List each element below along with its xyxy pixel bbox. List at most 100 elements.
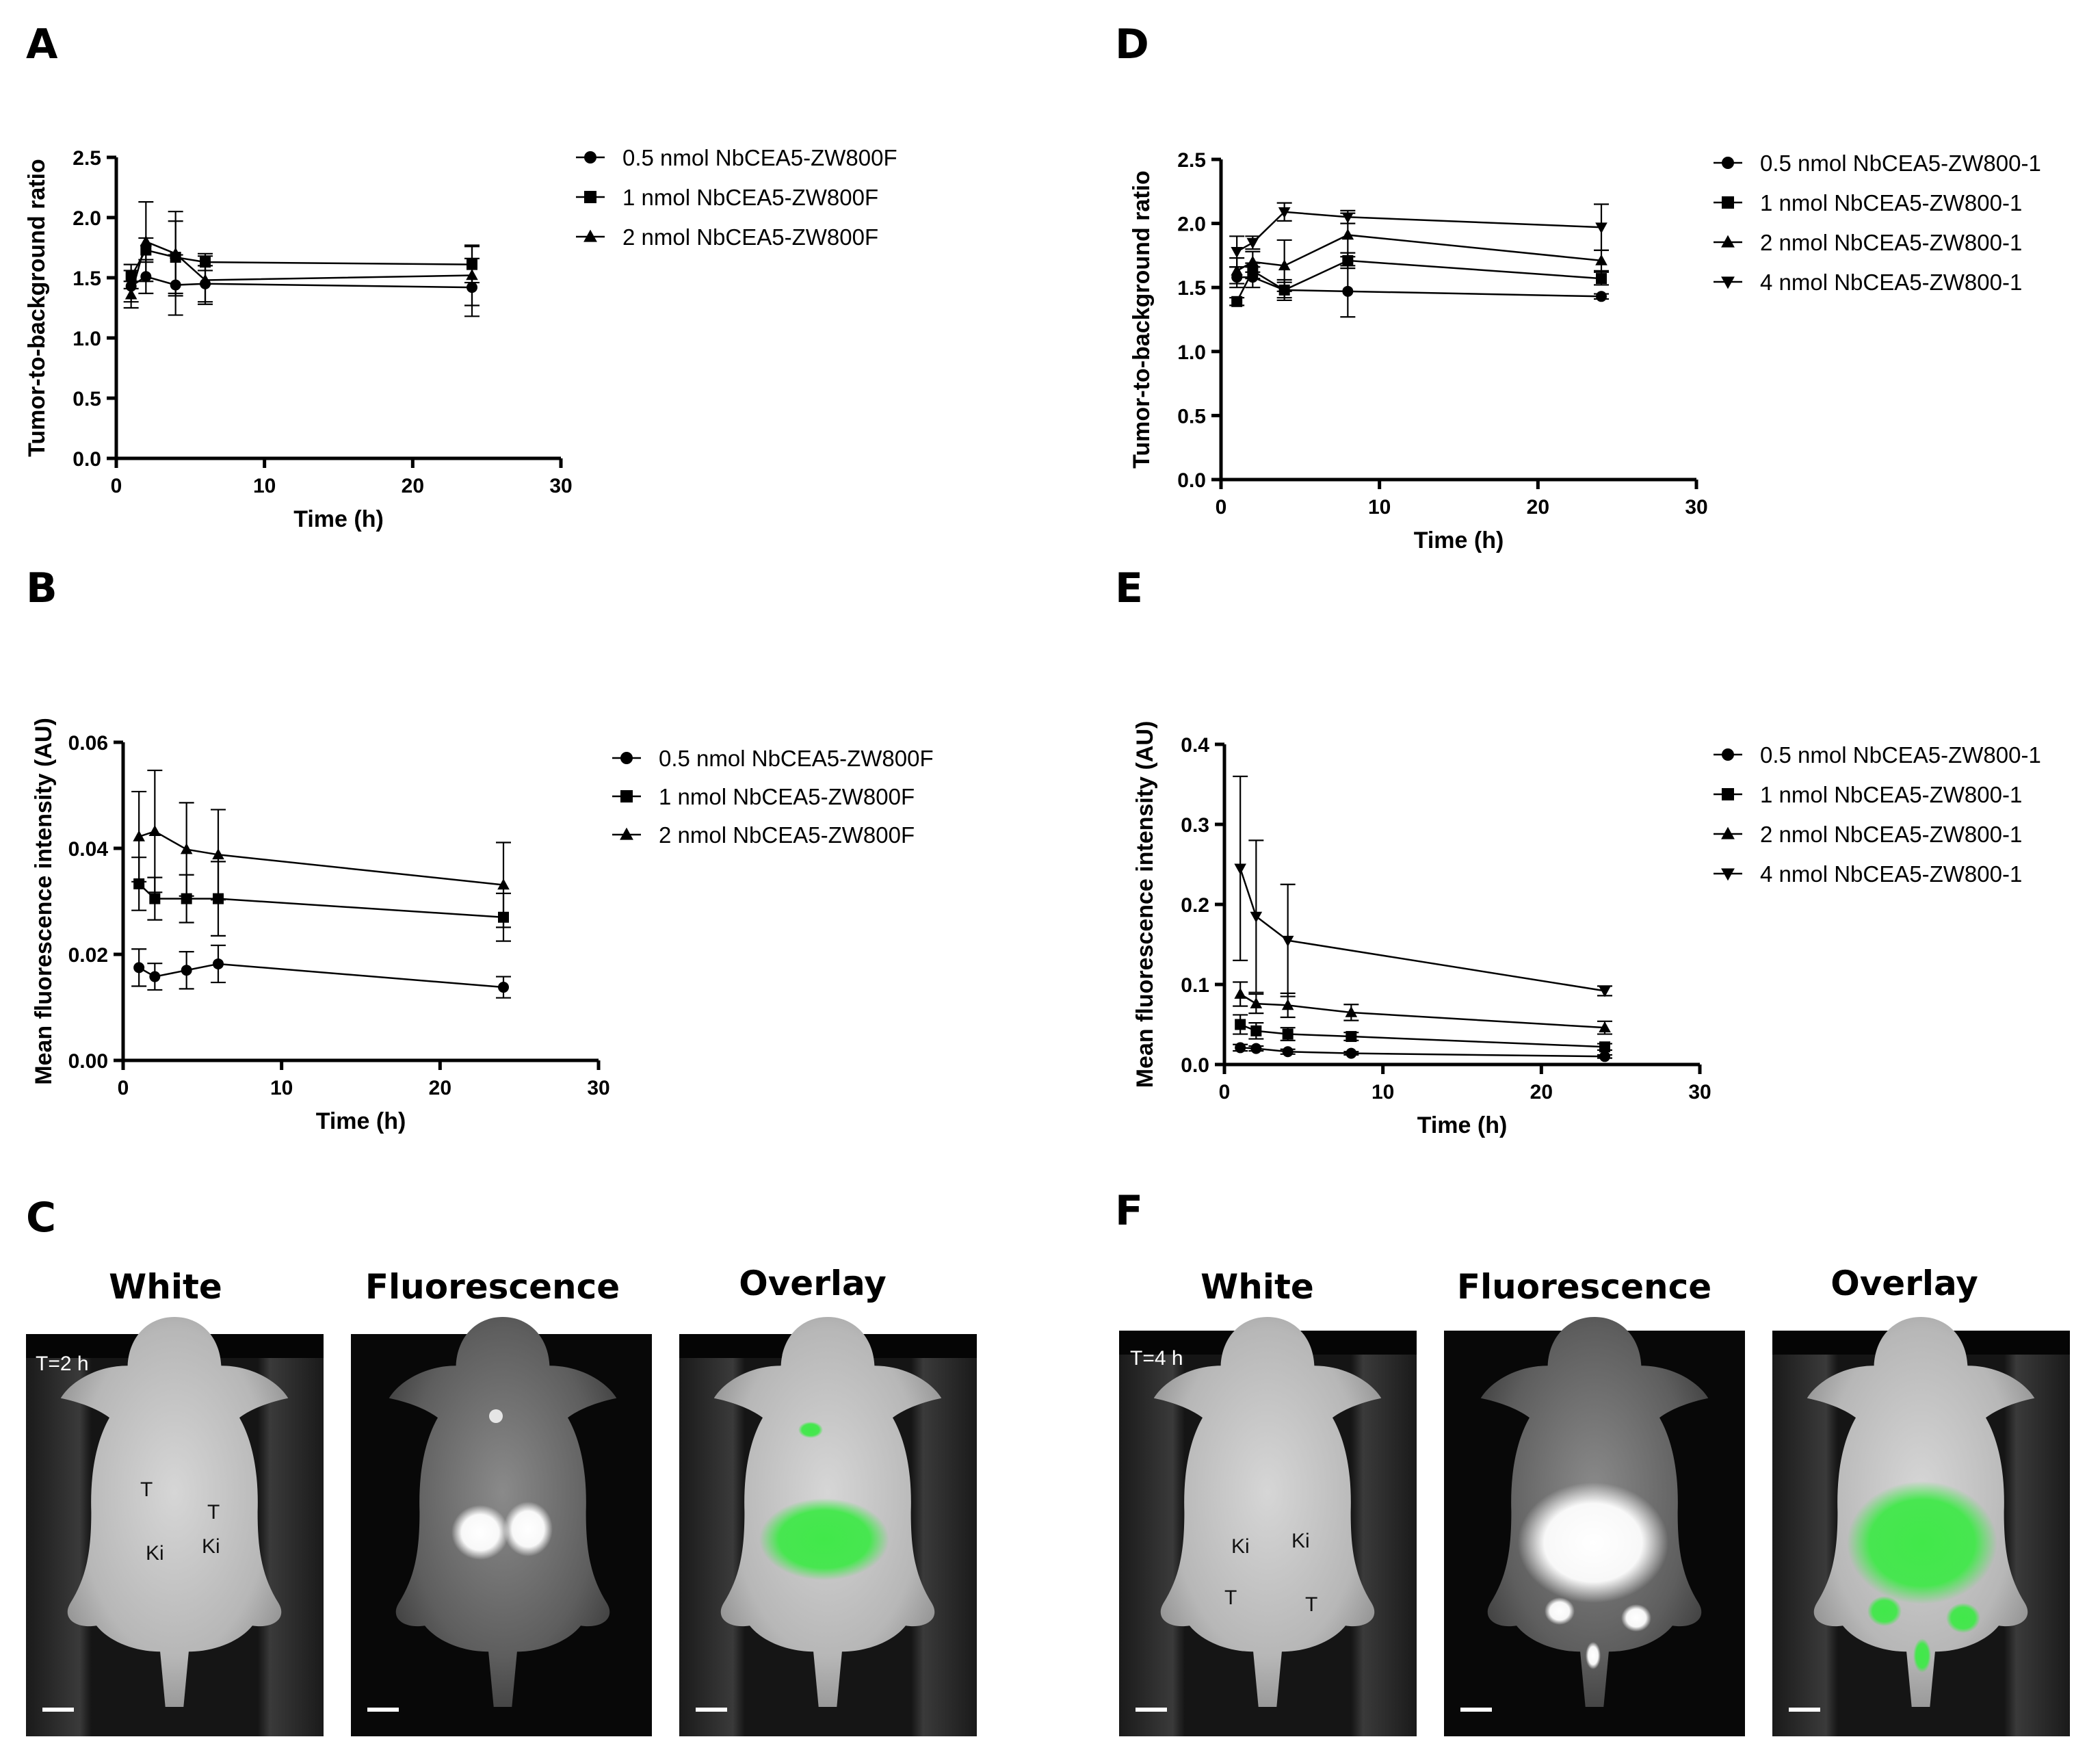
chart-b: 0.00 0.02 0.04 0.06 0 10 20 30 Time (h) Mean fluo… [31,718,934,1134]
x-tick-label-b: 20 [429,1077,451,1099]
scale-bar-f-1 [1136,1708,1167,1712]
data-point-b-0 [133,962,145,974]
data-point-d-2 [1595,254,1607,265]
x-tick-label-e: 20 [1530,1081,1553,1103]
legend-marker-d-3 [1721,276,1735,289]
data-point-e-2 [1250,997,1263,1008]
panel-letter-f: F [1115,1187,1143,1235]
data-point-d-2 [1231,264,1243,276]
legend-label-b-0: 0.5 nmol NbCEA5-ZW800F [659,746,934,771]
x-tick-label-e: 0 [1219,1081,1231,1103]
data-point-b-0 [149,971,161,982]
fluorescence-image-c [351,1317,652,1736]
data-point-b-2 [180,843,193,854]
x-tick-label-b: 10 [270,1077,293,1099]
fluorescence-image-f [1444,1317,1745,1736]
chart-a: 0.0 0.5 1.0 1.5 2.0 2.5 0 10 20 30 Time (h) Tumor-t… [24,145,897,532]
data-point-e-1 [1235,1019,1246,1030]
data-point-d-1 [1596,273,1607,285]
legend-label-d-1: 1 nmol NbCEA5-ZW800-1 [1760,190,2022,216]
x-tick-label-d: 10 [1368,496,1391,519]
scale-bar-f-3 [1789,1708,1820,1712]
time-label-f: T=4 h [1130,1347,1183,1370]
series-line-e-2 [1239,993,1605,1029]
legend-marker-b-1 [620,790,633,802]
x-axis-label-e: Time (h) [1417,1112,1508,1138]
y-tick-label-b: 0.06 [68,732,108,755]
data-point-e-3 [1250,911,1263,923]
y-tick-label-a: 1.5 [73,267,101,290]
x-tick-label-a: 30 [549,475,572,497]
data-point-d-0 [1596,291,1607,302]
y-tick-label-a: 2.0 [73,207,101,230]
series-line-b-2 [138,830,504,886]
legend-label-d-3: 4 nmol NbCEA5-ZW800-1 [1760,270,2022,295]
legend-marker-a-0 [584,151,596,164]
y-tick-label-a: 0.0 [73,448,101,471]
data-point-e-2 [1281,999,1294,1010]
y-axis-label-b: Mean fluorescence intensity (AU) [31,718,57,1085]
photo-title-white-f: White [1200,1267,1314,1307]
data-point-b-2 [148,825,161,836]
photo-title-white-c: White [109,1267,222,1307]
panel-letter-d: D [1115,21,1149,68]
data-point-d-2 [1246,255,1259,267]
kidney-label-c-2: Ki [202,1535,220,1558]
chart-e: 0.0 0.1 0.2 0.3 0.4 0 10 20 30 Time (h) Mean fluor… [1132,721,2041,1138]
data-point-d-2 [1341,228,1354,240]
chart-d: 0.0 0.5 1.0 1.5 2.0 2.5 0 10 20 30 Time (h) Tumor-t… [1129,149,2041,553]
photo-title-overlay-c: Overlay [739,1264,887,1303]
data-point-a-2 [199,274,211,285]
series-line-b-1 [138,883,504,918]
x-tick-label-a: 20 [402,475,424,497]
x-tick-label-e: 10 [1371,1081,1394,1103]
y-axis-label-a: Tumor-to-background ratio [24,159,50,457]
data-point-e-0 [1282,1046,1294,1058]
legend-label-b-2: 2 nmol NbCEA5-ZW800F [659,822,915,848]
legend-marker-a-1 [584,191,596,203]
data-point-a-2 [466,269,478,280]
y-tick-label-d: 2.5 [1177,149,1206,172]
data-point-e-3 [1599,986,1611,997]
data-point-d-3 [1341,212,1354,224]
data-point-b-2 [133,830,145,841]
white-light-image-c: T=2 h T T Ki Ki [26,1317,324,1736]
data-point-b-0 [498,982,509,993]
series-line-b-0 [138,963,504,989]
legend-marker-e-1 [1722,788,1734,800]
data-point-d-3 [1246,237,1259,249]
legend-marker-e-2 [1721,826,1735,839]
data-point-b-0 [213,958,224,969]
data-point-d-0 [1342,285,1354,297]
legend-marker-d-0 [1722,157,1734,169]
legend-label-e-1: 1 nmol NbCEA5-ZW800-1 [1760,782,2022,807]
tumor-label-f-1: T [1224,1586,1237,1609]
tumor-label-c-1: T [140,1478,153,1501]
x-tick-label-b: 30 [587,1077,609,1099]
data-point-d-3 [1231,246,1243,258]
time-label-c: T=2 h [36,1353,89,1375]
overlay-image-f [1772,1317,2070,1736]
y-tick-label-e: 0.1 [1181,974,1209,997]
data-point-e-3 [1281,935,1294,947]
legend-marker-e-3 [1721,868,1735,881]
photo-panel-c: White Fluorescence Overlay T=2 h T T Ki … [26,1264,977,1736]
series-line-a-1 [130,249,473,277]
tumor-label-c-2: T [207,1501,220,1524]
kidney-label-c-1: Ki [146,1542,164,1565]
panel-letter-b: B [26,564,57,612]
data-point-e-1 [1282,1028,1294,1040]
data-point-a-2 [124,288,137,300]
photo-title-fluorescence-c: Fluorescence [365,1267,620,1307]
y-tick-label-a: 1.0 [73,328,101,350]
data-point-e-0 [1346,1047,1357,1059]
photo-title-fluorescence-f: Fluorescence [1457,1267,1711,1307]
legend-marker-d-2 [1721,235,1735,248]
legend-label-d-2: 2 nmol NbCEA5-ZW800-1 [1760,230,2022,255]
x-tick-label-a: 0 [111,475,122,497]
y-tick-label-d: 2.0 [1177,213,1206,236]
data-point-e-0 [1250,1043,1262,1054]
data-point-e-0 [1599,1051,1610,1062]
data-point-e-3 [1234,863,1246,875]
